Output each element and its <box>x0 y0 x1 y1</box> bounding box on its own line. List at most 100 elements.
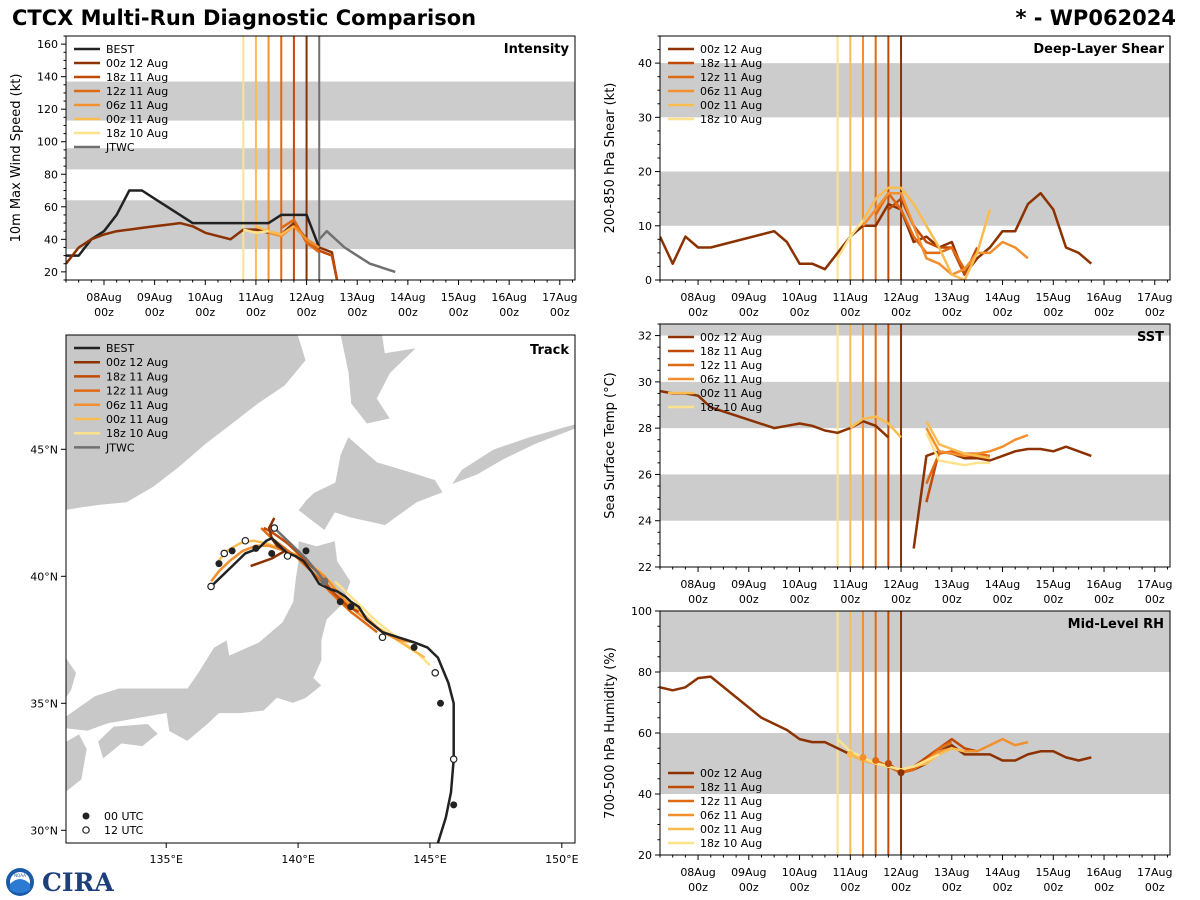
hokkaido-shape <box>297 435 444 532</box>
legend-label: 06z 11 Aug <box>106 99 168 112</box>
land-layer <box>66 335 575 793</box>
series-line <box>862 191 1029 276</box>
intensity-panel: 20 40 60 80 100 120 140 160 08Aug 00z 09Aug 00z 10Au… <box>9 35 578 319</box>
threshold-band <box>660 733 1170 794</box>
x-tick-sublabel: 00z <box>1094 306 1114 319</box>
x-tick-sublabel: 00z <box>94 306 114 319</box>
track-line <box>276 529 326 583</box>
threshold-band <box>66 81 575 121</box>
x-tick-label: 13Aug <box>934 578 969 591</box>
y-tick-label: 80 <box>638 666 652 679</box>
series-line <box>849 186 992 280</box>
legend-label: 18z 10 Aug <box>106 427 168 440</box>
threshold-band <box>66 148 575 170</box>
x-tick-label: 17Aug <box>1137 866 1172 879</box>
y-tick-label: 0 <box>645 274 652 287</box>
page-title: CTCX Multi-Run Diagnostic Comparison <box>12 6 477 30</box>
legend-label: 12z 11 Aug <box>106 385 168 398</box>
noaa-icon: NOAA <box>6 868 34 896</box>
y-tick-label: 30 <box>638 376 652 389</box>
x-tick-label: 12Aug <box>883 291 918 304</box>
threshold-band <box>660 381 1170 429</box>
x-tick-label: 15Aug <box>1036 866 1071 879</box>
marker-legend-symbol <box>82 826 90 834</box>
series-marker <box>884 760 892 767</box>
x-tick-label: 13Aug <box>934 291 969 304</box>
shikoku-shape <box>97 723 159 760</box>
sakhalin-shape <box>339 335 418 425</box>
axes-frame <box>659 323 1171 568</box>
y-tick-label: 28 <box>638 422 652 435</box>
storm-id: * - WP062024 <box>1015 6 1176 30</box>
series-marker <box>859 753 867 761</box>
panel-title: SST <box>1137 330 1164 345</box>
y-tick-label: 60 <box>44 201 58 214</box>
legend-label: JTWC <box>105 441 135 454</box>
y-axis-label: 200-850 hPa Shear (kt) <box>603 83 618 234</box>
x-tick-sublabel: 00z <box>993 881 1013 894</box>
x-tick-label: 14Aug <box>985 291 1020 304</box>
x-tick-sublabel: 00z <box>246 306 266 319</box>
x-tick-label: 15Aug <box>1036 578 1071 591</box>
x-tick-sublabel: 00z <box>790 881 810 894</box>
series-line <box>925 420 991 460</box>
x-tick-sublabel: 00z <box>1043 306 1063 319</box>
legend-label: 00z 11 Aug <box>106 113 168 126</box>
cira-logo: NOAA CIRA <box>4 866 114 898</box>
series-line <box>849 415 902 439</box>
x-tick-sublabel: 00z <box>1043 593 1063 606</box>
svg-text:NOAA: NOAA <box>14 873 26 878</box>
track-line <box>250 517 287 568</box>
y-tick-label: 60 <box>638 727 652 740</box>
y-tick-label: 100 <box>37 136 58 149</box>
track-point-12utc <box>283 552 292 560</box>
x-tick-label: 14Aug <box>985 866 1020 879</box>
panel-title: Deep-Layer Shear <box>1033 42 1164 57</box>
series-line <box>255 225 295 236</box>
x-tick-sublabel: 00z <box>942 881 962 894</box>
x-tick-sublabel: 00z <box>993 306 1013 319</box>
x-tick-label: 17Aug <box>1137 291 1172 304</box>
y-tick-label: 40°N <box>30 570 58 583</box>
y-axis-label: 10m Max Wind Speed (kt) <box>9 74 24 243</box>
threshold-band <box>66 200 575 250</box>
y-tick-label: 30°N <box>30 824 58 837</box>
track-point-00utc <box>228 547 236 555</box>
x-tick-sublabel: 00z <box>1145 593 1165 606</box>
legend-label: 18z 11 Aug <box>700 57 762 70</box>
kuril-shape <box>449 423 575 486</box>
x-tick-label: 13Aug <box>339 291 374 304</box>
y-tick-label: 30 <box>638 111 652 124</box>
x-tick-label: 08Aug <box>680 866 715 879</box>
track-point-00utc <box>215 560 223 568</box>
marker-legend-label: 12 UTC <box>104 824 144 837</box>
x-tick-label: 17Aug <box>542 291 577 304</box>
x-tick-label: 12Aug <box>883 866 918 879</box>
legend-label: 12z 11 Aug <box>106 85 168 98</box>
x-tick-sublabel: 00z <box>739 306 759 319</box>
track-point-12utc <box>270 524 279 532</box>
series-line <box>66 189 321 257</box>
track-point-00utc <box>302 547 310 555</box>
x-tick-label: 17Aug <box>1137 578 1172 591</box>
legend-label: 06z 11 Aug <box>700 373 762 386</box>
x-tick-sublabel: 00z <box>1145 306 1165 319</box>
korea-coast-shape <box>66 656 77 699</box>
x-tick-label: 10Aug <box>188 291 223 304</box>
legend-label: 00z 11 Aug <box>700 99 762 112</box>
marker-legend-label: 00 UTC <box>104 810 144 823</box>
x-tick-sublabel: 00z <box>840 881 860 894</box>
marker-legend-symbol <box>82 812 90 820</box>
x-tick-label: 09Aug <box>731 291 766 304</box>
x-tick-label: 09Aug <box>731 866 766 879</box>
axes-frame <box>65 334 576 844</box>
x-tick-label: 11Aug <box>833 866 868 879</box>
x-tick-label: 10Aug <box>782 578 817 591</box>
x-tick-sublabel: 00z <box>840 306 860 319</box>
x-tick-sublabel: 00z <box>790 306 810 319</box>
legend-label: 12z 11 Aug <box>700 359 762 372</box>
legend-label: 12z 11 Aug <box>700 71 762 84</box>
